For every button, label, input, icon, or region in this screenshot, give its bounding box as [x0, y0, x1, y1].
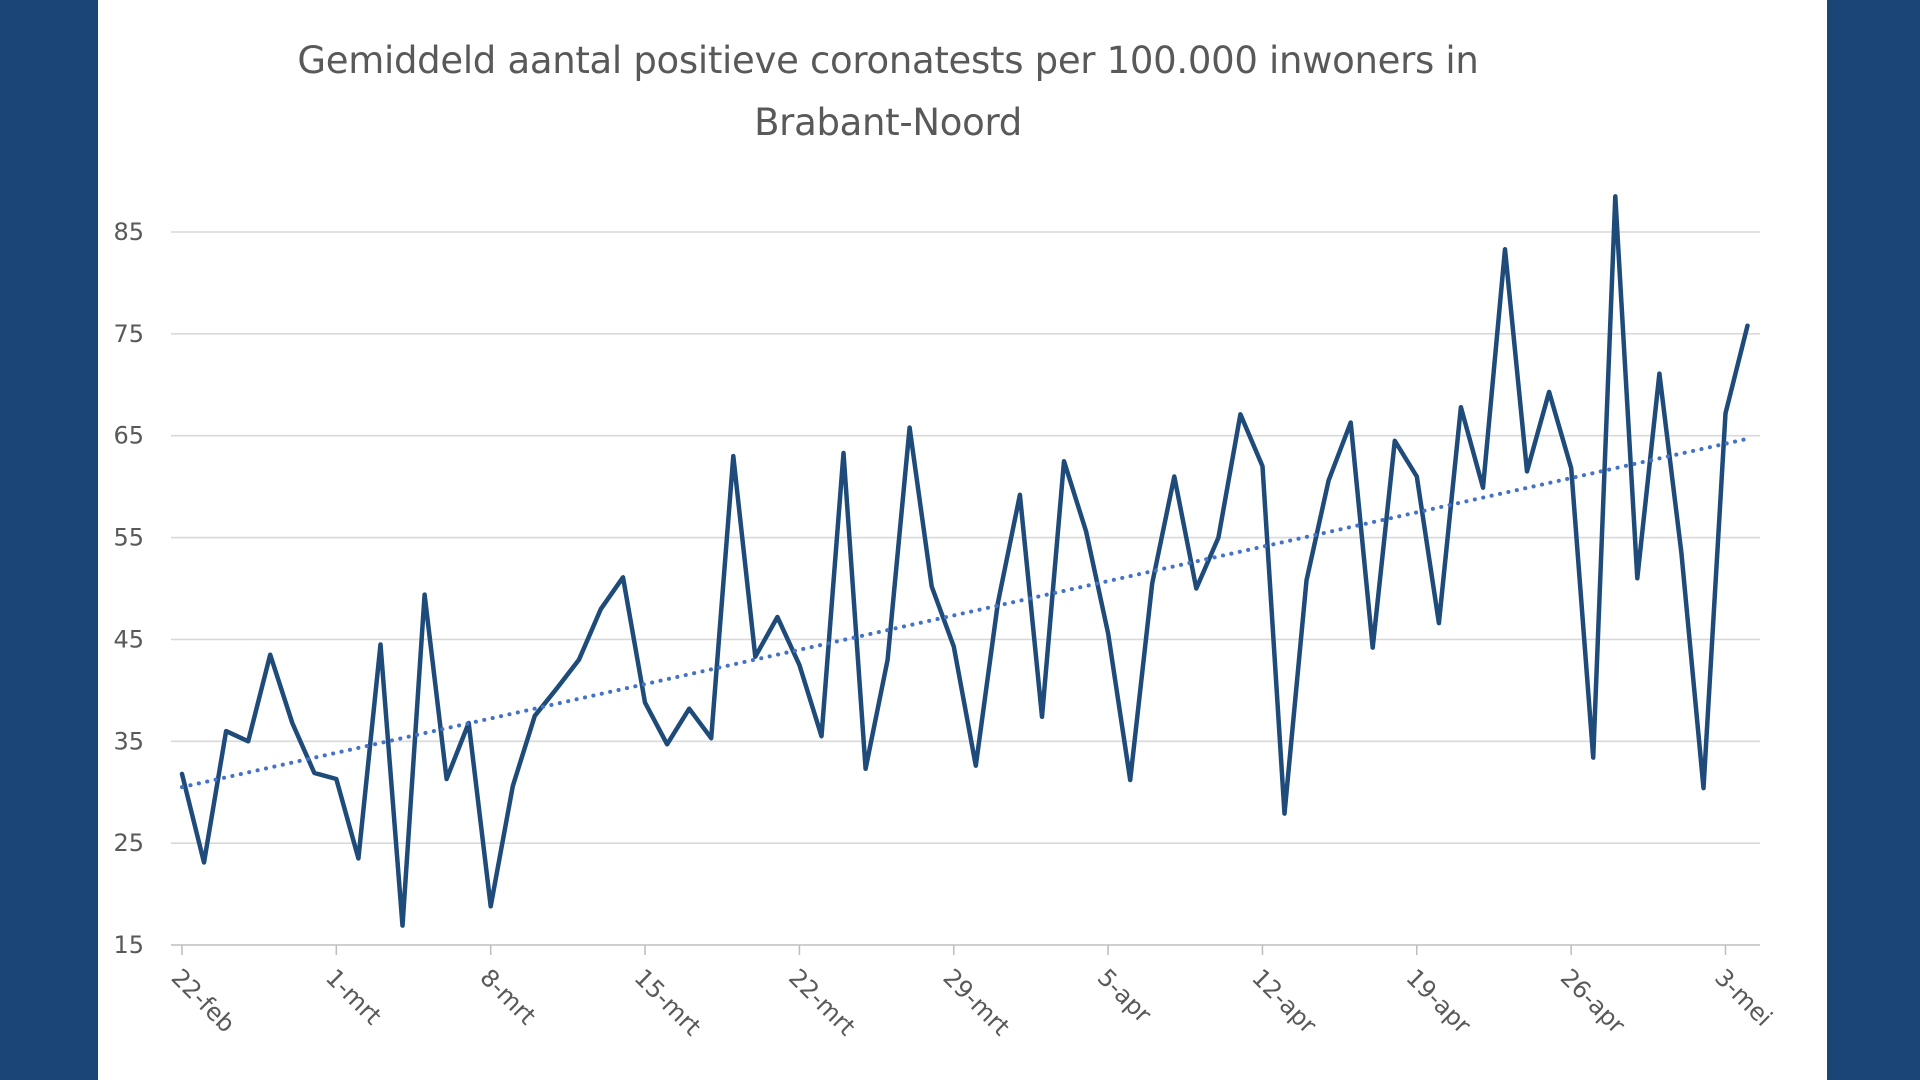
x-tick-label-5-apr: 5-apr: [1092, 963, 1157, 1028]
y-tick-label-55: 55: [113, 524, 144, 552]
y-tick-label-15: 15: [113, 931, 144, 959]
x-tick-label-8-mrt: 8-mrt: [474, 963, 541, 1030]
trendline: [180, 436, 1750, 790]
chart-frame: Gemiddeld aantal positieve coronatests p…: [98, 0, 1827, 1080]
y-tick-label-25: 25: [113, 829, 144, 857]
y-tick-label-35: 35: [113, 727, 144, 755]
x-tick-label-22-mrt: 22-mrt: [783, 963, 861, 1041]
gridlines: [171, 231, 1760, 844]
x-tick-label-19-apr: 19-apr: [1401, 963, 1477, 1039]
y-tick-label-75: 75: [113, 320, 144, 348]
series-line-daily-average: [179, 194, 1750, 928]
x-tick-label-1-mrt: 1-mrt: [320, 963, 387, 1030]
y-tick-label-65: 65: [113, 422, 144, 450]
x-tick-label-15-mrt: 15-mrt: [629, 963, 707, 1041]
y-tick-label-45: 45: [113, 625, 144, 653]
y-tick-label-85: 85: [113, 218, 144, 246]
chart-title-line-2: Brabant-Noord: [754, 101, 1022, 144]
x-tick-label-3-mei: 3-mei: [1709, 963, 1777, 1031]
y-axis: 15 25 35 45 55 65 75 85: [113, 218, 144, 959]
x-tick-label-29-mrt: 29-mrt: [938, 963, 1016, 1041]
series: [179, 194, 1750, 928]
x-tick-label-12-apr: 12-apr: [1246, 963, 1322, 1039]
chart-title: Gemiddeld aantal positieve coronatests p…: [98, 30, 1678, 154]
x-axis: 22-feb 1-mrt 8-mrt 15-mrt 22-mrt 29-mrt 5-apr 1…: [166, 944, 1778, 1041]
chart-title-line-1: Gemiddeld aantal positieve coronatests p…: [297, 39, 1479, 82]
x-tick-label-22-feb: 22-feb: [166, 963, 241, 1038]
x-tick-label-26-apr: 26-apr: [1555, 963, 1631, 1039]
